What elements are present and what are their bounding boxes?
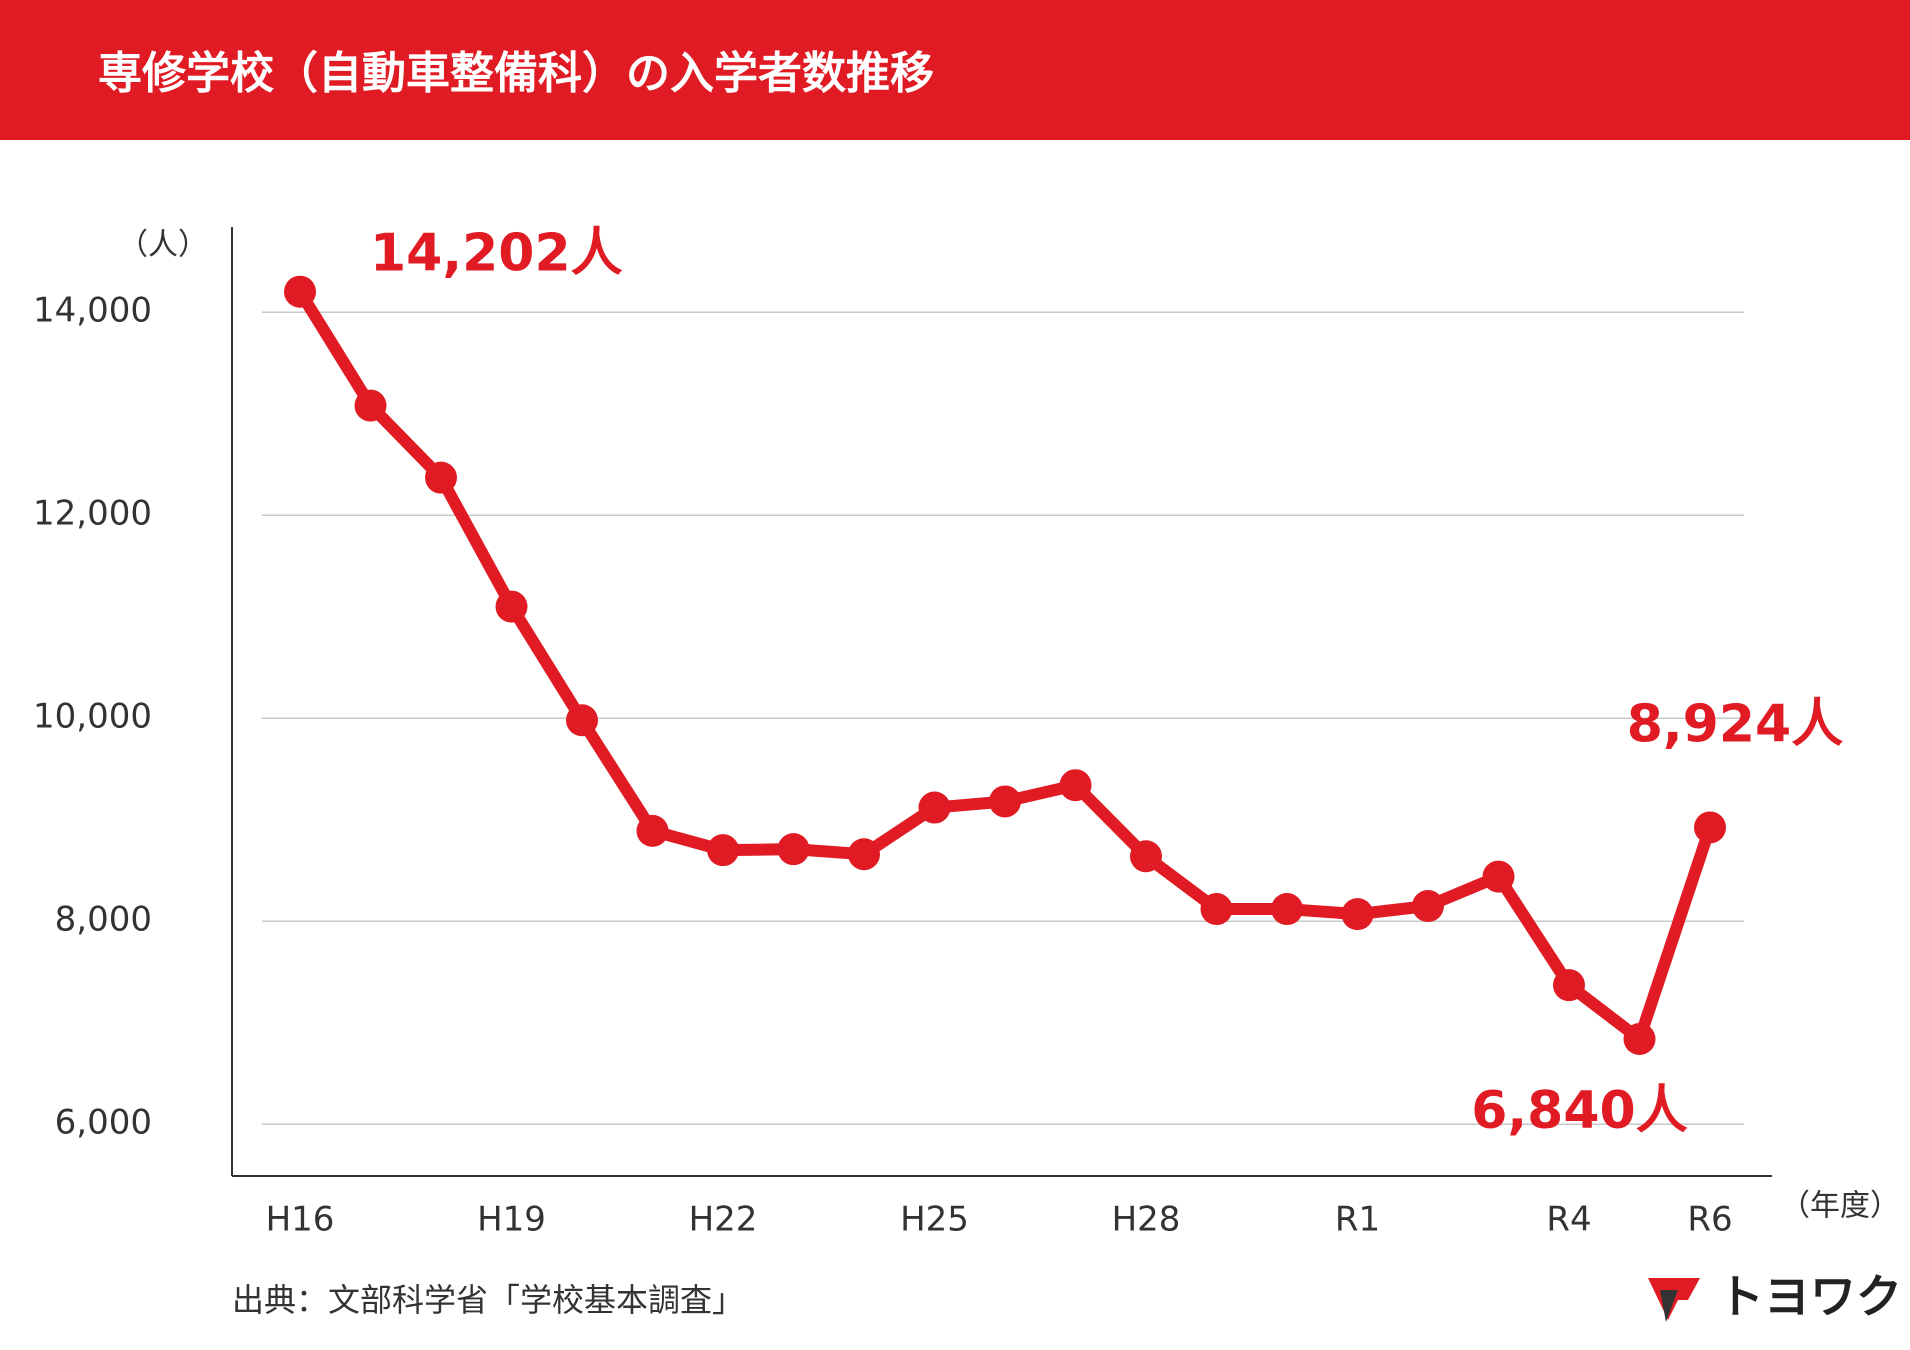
y-tick-label: 14,000 xyxy=(33,291,152,331)
data-point xyxy=(848,838,880,871)
x-tick-label: H19 xyxy=(477,1200,546,1240)
value-label: 14,202人 xyxy=(370,224,623,284)
y-unit: （人） xyxy=(118,228,208,263)
y-tick-label: 8,000 xyxy=(55,900,152,940)
value-label: 8,924人 xyxy=(1627,694,1843,754)
data-point xyxy=(566,704,598,737)
x-tick-label: H25 xyxy=(900,1200,969,1240)
data-point xyxy=(707,834,739,867)
chart-title: 専修学校（自動車整備科）の入学者数推移 xyxy=(98,48,934,99)
data-point xyxy=(1271,893,1303,926)
logo: トヨワク xyxy=(1648,1270,1902,1324)
data-point xyxy=(1200,893,1233,926)
data-point xyxy=(1412,890,1444,923)
data-point xyxy=(989,785,1021,818)
data-point xyxy=(495,590,528,623)
y-tick-label: 10,000 xyxy=(33,697,152,737)
x-tick-label: H16 xyxy=(266,1200,335,1240)
data-point xyxy=(918,791,951,824)
x-tick-label: R1 xyxy=(1335,1200,1380,1240)
data-point xyxy=(1694,811,1726,844)
y-tick-label: 6,000 xyxy=(55,1103,152,1143)
data-point xyxy=(284,275,316,308)
value-label: 6,840人 xyxy=(1471,1081,1687,1141)
x-tick-label: H22 xyxy=(689,1200,758,1240)
x-tick-label: R6 xyxy=(1687,1200,1732,1240)
x-unit: （年度） xyxy=(1780,1189,1900,1224)
data-point xyxy=(1059,769,1092,802)
data-point xyxy=(1482,860,1515,893)
data-point xyxy=(777,833,810,866)
data-point xyxy=(1553,969,1585,1002)
logo-text: トヨワク xyxy=(1718,1270,1902,1324)
data-point xyxy=(1130,840,1162,873)
x-tick-label: H28 xyxy=(1112,1200,1181,1240)
logo-mark xyxy=(1660,1290,1678,1322)
header-bar xyxy=(0,0,1910,140)
data-point xyxy=(1623,1022,1656,1055)
data-line xyxy=(294,288,1716,1045)
data-point xyxy=(1341,898,1374,931)
source-note: 出典：文部科学省「学校基本調査」 xyxy=(232,1281,744,1319)
data-point xyxy=(425,461,457,494)
y-tick-label: 12,000 xyxy=(33,494,152,534)
x-tick-label: R4 xyxy=(1546,1200,1591,1240)
data-point xyxy=(636,814,669,847)
data-point xyxy=(354,389,387,422)
